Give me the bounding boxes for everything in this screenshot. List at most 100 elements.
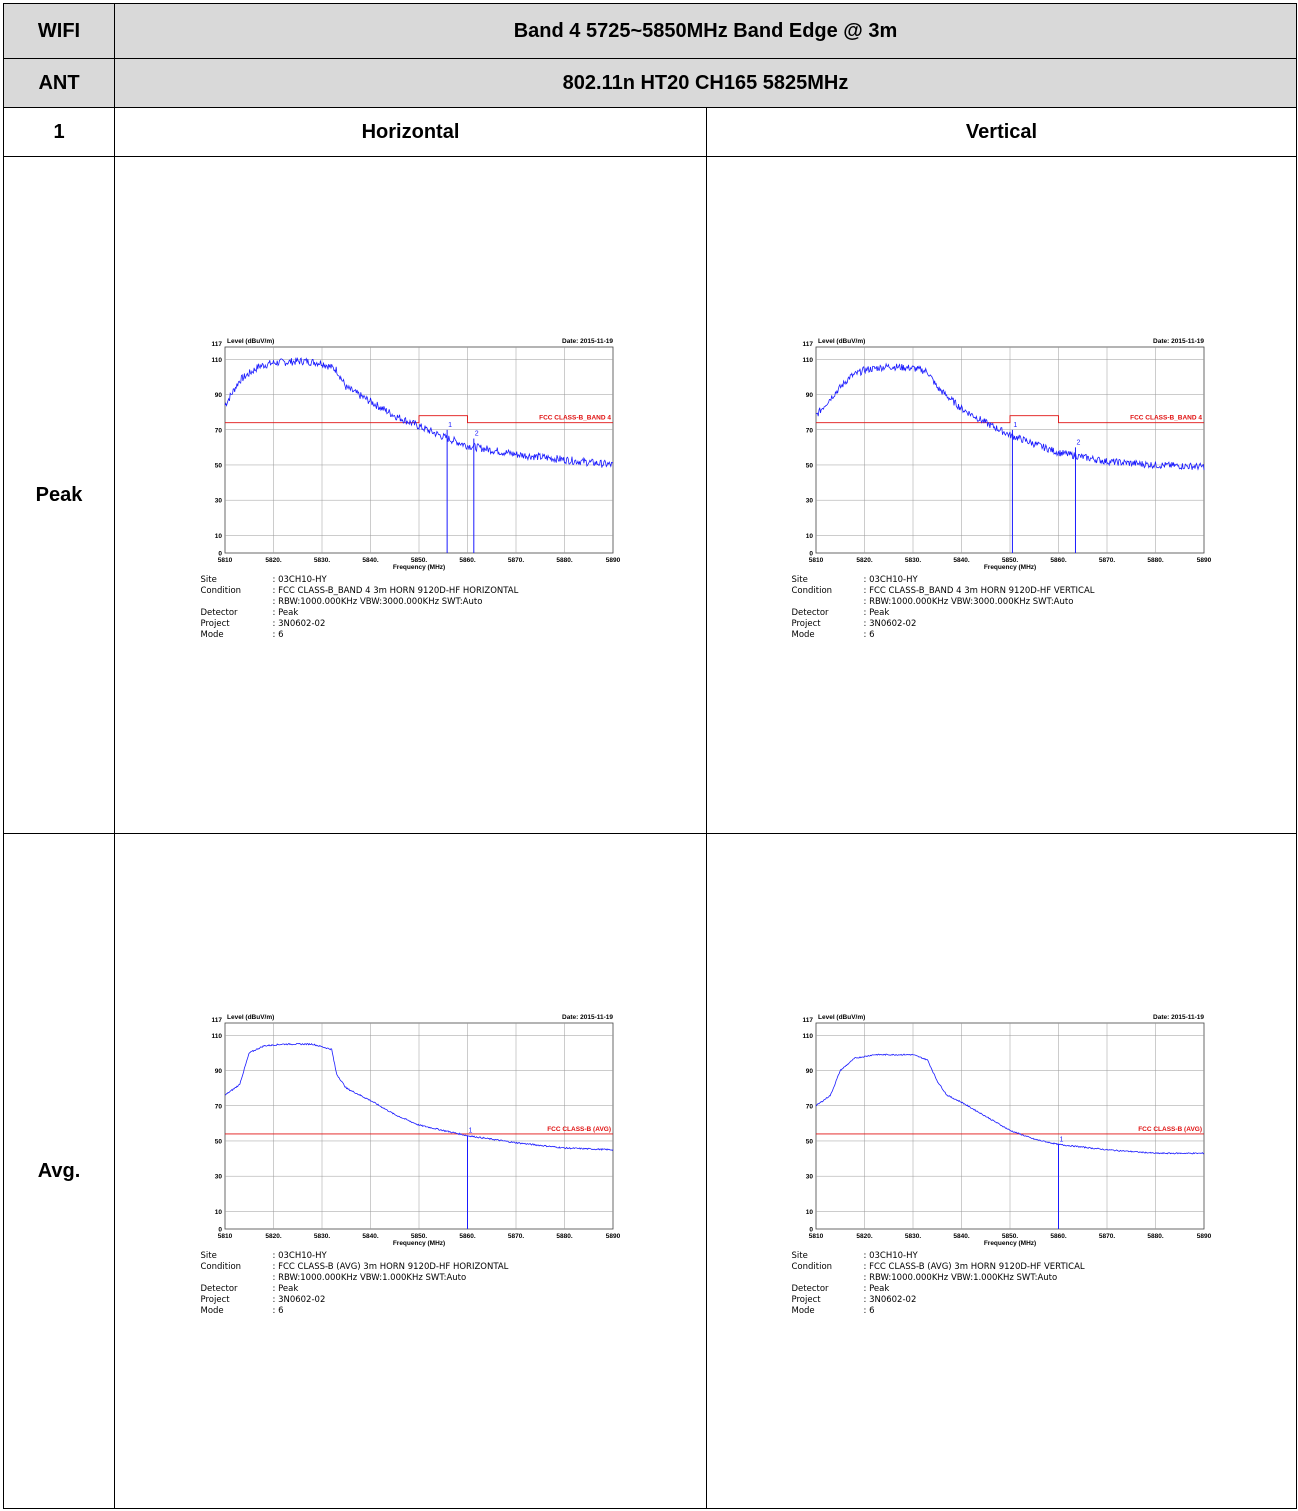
wifi-label-cell: WIFI	[3, 3, 115, 59]
y-tick-label: 90	[214, 392, 222, 399]
info-value: : 03CH10-HY	[272, 575, 327, 585]
info-value: : FCC CLASS-B (AVG) 3m HORN 9120D-HF HOR…	[272, 1262, 509, 1272]
info-value: : RBW:1000.000KHz VBW:1.000KHz SWT:Auto	[272, 1273, 467, 1283]
info-value: : 6	[272, 630, 284, 640]
info-value: : Peak	[863, 1284, 890, 1294]
info-row: Site : 03CH10-HY	[201, 575, 519, 586]
info-value: : 03CH10-HY	[863, 1251, 918, 1261]
info-value: : 3N0602-02	[863, 1295, 917, 1305]
info-value: : FCC CLASS-B_BAND 4 3m HORN 9120D-HF HO…	[272, 586, 519, 596]
y-tick-label: 70	[805, 1103, 813, 1110]
measurement-info: Site: 03CH10-HY Condition: FCC CLASS-B (A…	[201, 1251, 509, 1317]
info-key: Mode	[791, 1306, 815, 1316]
x-tick-label: 5810	[217, 1233, 232, 1240]
info-row: Site : 03CH10-HY	[201, 1251, 509, 1262]
info-row: Site: 03CH10-HY	[792, 1251, 1085, 1262]
measurement-info: Site: 03CH10-HY Condition: FCC CLASS-B (A…	[792, 1251, 1085, 1317]
x-tick-label: 5870.	[507, 1233, 523, 1240]
y-tick-label: 30	[805, 498, 813, 505]
measurement-trace	[815, 362, 1204, 471]
chart-panel: 5810 5820. 5830. 5840. 5850. 5860. 5870. 5880. 5…	[201, 325, 621, 665]
y-top-label: 117	[802, 1017, 813, 1024]
limit-line	[224, 415, 613, 424]
y-tick-label: 10	[214, 533, 222, 540]
y-tick-label: 10	[805, 533, 813, 540]
date-label: Date: 2015-11-19	[562, 1014, 613, 1021]
info-row: Project: 3N0602-02	[201, 1295, 509, 1306]
info-value: : 03CH10-HY	[272, 1251, 327, 1261]
spectrum-plot: 5810 5820. 5830. 5840. 5850. 5860. 5870. 5880. 5…	[211, 338, 620, 571]
chart-panel: 5810 5820. 5830. 5840. 5850. 5860. 5870. 5880. 5…	[792, 325, 1212, 665]
x-tick-label: 5810	[217, 557, 232, 564]
info-key: Site	[200, 575, 217, 585]
info-row: : RBW:1000.000KHz VBW:3000.000KHz SWT:Au…	[792, 597, 1095, 608]
info-key: Project	[200, 1295, 230, 1305]
x-axis-label: Frequency (MHz)	[392, 1240, 444, 1247]
y-top-label: 117	[211, 341, 222, 348]
ant-label-cell: ANT	[3, 58, 115, 108]
info-row: Detector : Peak	[792, 608, 1095, 619]
index-cell: 1	[3, 107, 115, 157]
y-tick-label: 70	[214, 1103, 222, 1110]
x-tick-label: 5880.	[556, 1233, 572, 1240]
y-tick-label: 50	[214, 1138, 222, 1145]
info-value: : RBW:1000.000KHz VBW:3000.000KHz SWT:Au…	[863, 597, 1074, 607]
x-tick-label: 5880.	[1147, 1233, 1163, 1240]
measurement-info: Site: 03CH10-HY Condition: FCC CLASS-B_BA…	[201, 575, 519, 641]
info-key: Project	[791, 619, 821, 629]
info-key: Site	[200, 1251, 217, 1261]
x-tick-label: 5890	[605, 557, 620, 564]
x-tick-label: 5870.	[1098, 557, 1114, 564]
info-value: : FCC CLASS-B_BAND 4 3m HORN 9120D-HF VE…	[863, 586, 1095, 596]
info-row: Project : 3N0602-02	[792, 619, 1095, 630]
limit-label: FCC CLASS-B_BAND 4	[539, 415, 611, 422]
info-key: Condition	[791, 1262, 833, 1272]
x-tick-label: 5830.	[313, 557, 329, 564]
mode-title-cell: 802.11n HT20 CH165 5825MHz	[113, 58, 1298, 108]
marker-label: 2	[1076, 439, 1080, 446]
x-tick-label: 5840.	[953, 1233, 969, 1240]
info-value: : Peak	[272, 608, 299, 618]
info-key: Mode	[200, 630, 224, 640]
x-tick-label: 5840.	[362, 1233, 378, 1240]
x-tick-label: 5890	[1196, 1233, 1211, 1240]
y-tick-label: 70	[214, 427, 222, 434]
info-key: Detector	[791, 1284, 829, 1294]
level-axis-label: Level (dBuV/m)	[227, 338, 274, 345]
x-tick-label: 5830.	[904, 557, 920, 564]
x-tick-label: 5890	[605, 1233, 620, 1240]
info-value: : 03CH10-HY	[863, 575, 918, 585]
y-tick-label: 110	[211, 357, 222, 364]
info-row: Condition: FCC CLASS-B (AVG) 3m HORN 912…	[792, 1262, 1085, 1273]
measurement-info: Site: 03CH10-HY Condition: FCC CLASS-B_BA…	[792, 575, 1095, 641]
y-tick-label: 30	[214, 1174, 222, 1181]
info-value: : Peak	[272, 1284, 299, 1294]
date-label: Date: 2015-11-19	[562, 338, 613, 345]
y-tick-label: 0	[218, 1227, 222, 1234]
measurement-trace	[224, 1042, 613, 1151]
info-row: Detector: Peak	[201, 608, 519, 619]
info-value: : Peak	[863, 608, 890, 618]
info-row: Condition: FCC CLASS-B_BAND 4 3m HORN 91…	[792, 586, 1095, 597]
info-row: Project: 3N0602-02	[201, 619, 519, 630]
info-value: : 3N0602-02	[863, 619, 917, 629]
x-tick-label: 5880.	[556, 557, 572, 564]
date-label: Date: 2015-11-19	[1153, 1014, 1204, 1021]
info-value: : RBW:1000.000KHz VBW:3000.000KHz SWT:Au…	[272, 597, 483, 607]
limit-label: FCC CLASS-B (AVG)	[1138, 1126, 1202, 1133]
y-tick-label: 90	[214, 1068, 222, 1075]
chart-panel: 5810 5820. 5830. 5840. 5850. 5860. 5870. 5880. 5…	[792, 1001, 1212, 1341]
spectrum-plot: 5810 5820. 5830. 5840. 5850. 5860. 5870. 5880. 5…	[802, 1014, 1211, 1247]
x-tick-label: 5890	[1196, 557, 1211, 564]
y-tick-label: 110	[211, 1033, 222, 1040]
vertical-header: Vertical	[705, 107, 1298, 157]
x-tick-label: 5820.	[856, 1233, 872, 1240]
x-tick-label: 5860.	[459, 1233, 475, 1240]
info-row: : RBW:1000.000KHz VBW:1.000KHz SWT:Auto	[201, 1273, 509, 1284]
y-tick-label: 10	[805, 1209, 813, 1216]
y-tick-label: 110	[802, 357, 813, 364]
info-row: Mode: 6	[792, 1306, 1085, 1317]
y-tick-label: 50	[214, 462, 222, 469]
info-key: Detector	[791, 608, 829, 618]
info-row: Detector : Peak	[792, 1284, 1085, 1295]
